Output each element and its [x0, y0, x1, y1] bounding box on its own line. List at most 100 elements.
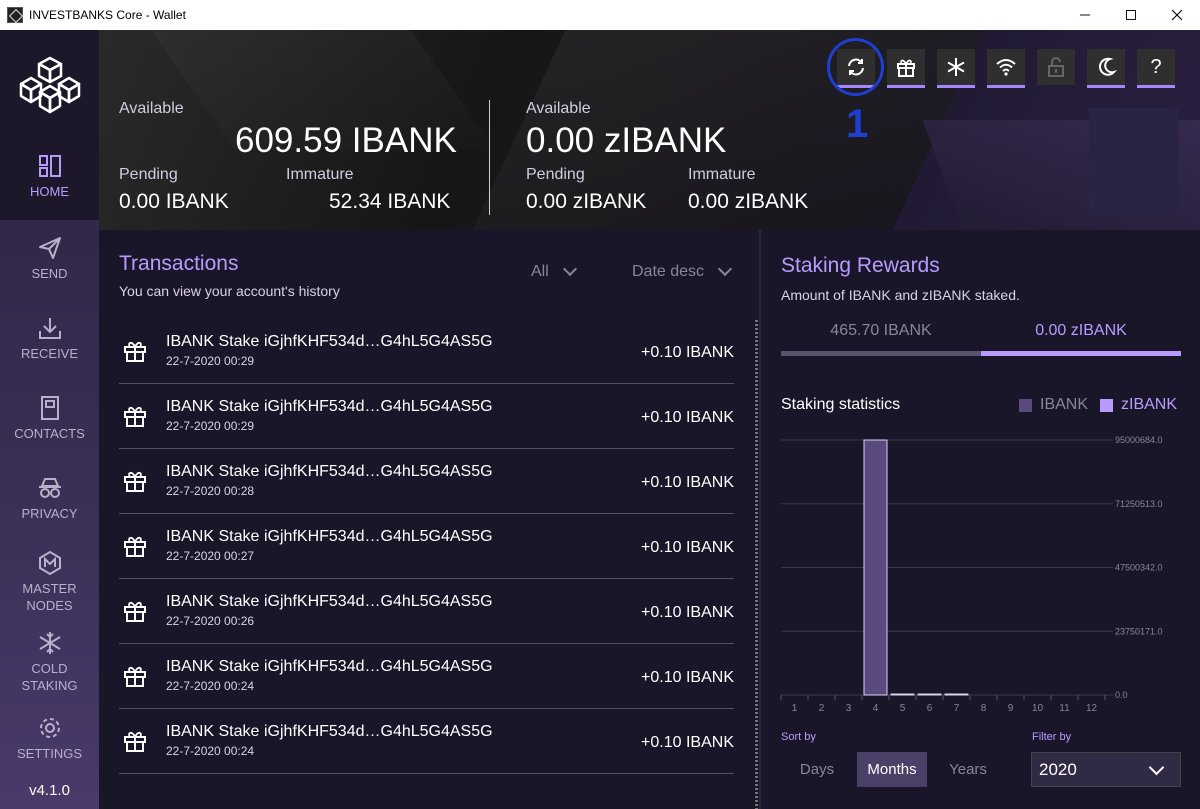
- transaction-row[interactable]: IBANK Stake iGjhfKHF534d…G4hL5G4AS5G 22-7-…: [119, 514, 734, 579]
- sidebar-item-label: COLD STAKING: [21, 661, 78, 693]
- rewards-button[interactable]: [887, 49, 925, 88]
- gift-icon: [124, 536, 146, 557]
- transaction-row[interactable]: IBANK Stake iGjhfKHF534d…G4hL5G4AS5G 22-7-…: [119, 644, 734, 709]
- transaction-date: 22-7-2020 00:29: [166, 419, 255, 433]
- minimize-button[interactable]: [1062, 0, 1108, 30]
- y-tick-label: 47500342.0: [1115, 563, 1163, 573]
- transactions-panel: Transactions You can view your account's…: [99, 230, 759, 809]
- transactions-scrollbar[interactable]: [755, 320, 758, 809]
- sort-months-button[interactable]: Months: [857, 752, 927, 787]
- transaction-amount: +0.10 IBANK: [641, 344, 734, 361]
- x-tick-label: 11: [1059, 703, 1070, 714]
- sidebar-item-label: MASTER NODES: [22, 581, 77, 613]
- legend-ibank: IBANK: [1019, 396, 1088, 414]
- transaction-row[interactable]: IBANK Stake iGjhfKHF534d…G4hL5G4AS5G 22-7-…: [119, 319, 734, 384]
- transaction-row[interactable]: IBANK Stake iGjhfKHF534d…G4hL5G4AS5G 22-7-…: [119, 384, 734, 449]
- balance-header: Available 609.59 IBANK Pending 0.00 IBAN…: [99, 30, 1200, 230]
- sidebar-item-contacts[interactable]: CONTACTS: [0, 395, 99, 455]
- x-tick-label: 8: [981, 703, 987, 714]
- x-tick-label: 1: [792, 703, 798, 714]
- help-icon: ?: [1150, 55, 1162, 78]
- legend-zibank: zIBANK: [1100, 396, 1177, 414]
- transaction-type: IBANK Stake: [166, 528, 260, 545]
- app-logo-icon: [7, 7, 23, 23]
- pending-zibank-value: 0.00 zIBANK: [526, 190, 647, 213]
- settings-icon: [39, 718, 60, 738]
- network-status-button[interactable]: [987, 49, 1025, 88]
- transaction-type: IBANK Stake: [166, 463, 260, 480]
- y-tick-label: 0.0: [1115, 690, 1128, 700]
- annotation-circle: [827, 38, 884, 96]
- transaction-type: IBANK Stake: [166, 658, 260, 675]
- immature-zibank-value: 0.00 zIBANK: [688, 190, 809, 213]
- sidebar-item-masternodes[interactable]: MASTER NODES: [0, 550, 99, 620]
- transaction-row[interactable]: IBANK Stake iGjhfKHF534d…G4hL5G4AS5G 22-7-…: [119, 449, 734, 514]
- type-filter-dropdown[interactable]: All: [531, 261, 577, 281]
- sort-years-button[interactable]: Years: [949, 761, 987, 778]
- x-tick-label: 3: [846, 703, 852, 714]
- cold-staking-icon: [38, 632, 61, 654]
- x-tick-label: 9: [1008, 703, 1014, 714]
- sidebar-item-receive[interactable]: RECEIVE: [0, 315, 99, 375]
- staking-statistics-title: Staking statistics: [781, 396, 901, 413]
- app-logo: [0, 30, 99, 140]
- lock-wallet-button[interactable]: [1037, 49, 1075, 85]
- bar-ibank: [890, 693, 915, 696]
- transaction-row[interactable]: IBANK Stake iGjhfKHF534d…G4hL5G4AS5G 22-7-…: [119, 709, 734, 774]
- x-tick-label: 4: [873, 703, 879, 714]
- transaction-address: iGjhfKHF534d…G4hL5G4AS5G: [264, 398, 493, 415]
- sort-filter-value: Date desc: [632, 263, 705, 280]
- transaction-date: 22-7-2020 00:27: [166, 549, 255, 563]
- y-tick-label: 95000684.0: [1115, 435, 1163, 445]
- sort-days-button[interactable]: Days: [799, 761, 835, 778]
- maximize-icon: [1126, 10, 1136, 20]
- sidebar-item-cold-staking[interactable]: COLD STAKING: [0, 630, 99, 700]
- transaction-amount: +0.10 IBANK: [641, 409, 734, 426]
- gift-icon: [124, 601, 146, 622]
- legend-ibank-swatch: [1019, 398, 1032, 412]
- receive-icon: [38, 318, 61, 339]
- chevron-down-icon: [562, 261, 577, 277]
- sort-by-label: Sort by: [781, 731, 816, 743]
- cubes-logo-icon: [19, 56, 80, 114]
- gift-icon: [124, 666, 146, 687]
- legend-zibank-label: zIBANK: [1121, 396, 1178, 413]
- staking-panel: Staking Rewards Amount of IBANK and zIBA…: [759, 230, 1200, 809]
- immature-label: Immature: [286, 166, 354, 183]
- pending-z-label: Pending: [526, 166, 585, 183]
- bar-ibank: [944, 693, 969, 696]
- available-ibank-value: 609.59 IBANK: [235, 121, 457, 160]
- transaction-date: 22-7-2020 00:26: [166, 614, 255, 628]
- masternodes-icon: [38, 550, 61, 576]
- tab-ibank[interactable]: 465.70 IBANK: [830, 322, 932, 339]
- transaction-address: iGjhfKHF534d…G4hL5G4AS5G: [264, 528, 493, 545]
- maximize-button[interactable]: [1108, 0, 1154, 30]
- staking-title: Staking Rewards: [781, 254, 940, 277]
- theme-toggle-button[interactable]: [1087, 49, 1125, 88]
- cold-staking-button[interactable]: [937, 49, 975, 88]
- sidebar-item-send[interactable]: SEND: [0, 235, 99, 295]
- sidebar-item-settings[interactable]: SETTINGS: [0, 715, 99, 775]
- sidebar-item-home[interactable]: HOME: [0, 140, 99, 220]
- year-filter-select[interactable]: 2020: [1031, 752, 1181, 787]
- close-button[interactable]: [1154, 0, 1200, 30]
- tab-zibank[interactable]: 0.00 zIBANK: [1035, 322, 1127, 339]
- transaction-amount: +0.10 IBANK: [641, 539, 734, 556]
- x-tick-label: 5: [900, 703, 906, 714]
- unlock-icon: [1048, 57, 1064, 77]
- promo-panel: [1089, 108, 1179, 215]
- sort-filter-dropdown[interactable]: Date desc: [632, 261, 733, 281]
- available-zibank-value: 0.00 zIBANK: [526, 121, 727, 160]
- help-button[interactable]: ?: [1137, 49, 1175, 88]
- transaction-type: IBANK Stake: [166, 398, 260, 415]
- sidebar-item-label: SEND: [31, 266, 68, 281]
- pending-ibank-value: 0.00 IBANK: [119, 190, 229, 213]
- sidebar-item-label: SETTINGS: [16, 746, 82, 761]
- sidebar-item-label: HOME: [30, 184, 69, 199]
- sidebar-item-label: CONTACTS: [14, 426, 85, 441]
- staking-subtitle: Amount of IBANK and zIBANK staked.: [781, 287, 1020, 303]
- annotation-number: 1: [846, 102, 869, 146]
- transaction-row[interactable]: IBANK Stake iGjhfKHF534d…G4hL5G4AS5G 22-7-…: [119, 579, 734, 644]
- sidebar-item-privacy[interactable]: PRIVACY: [0, 475, 99, 535]
- snowflake-icon: [947, 58, 965, 76]
